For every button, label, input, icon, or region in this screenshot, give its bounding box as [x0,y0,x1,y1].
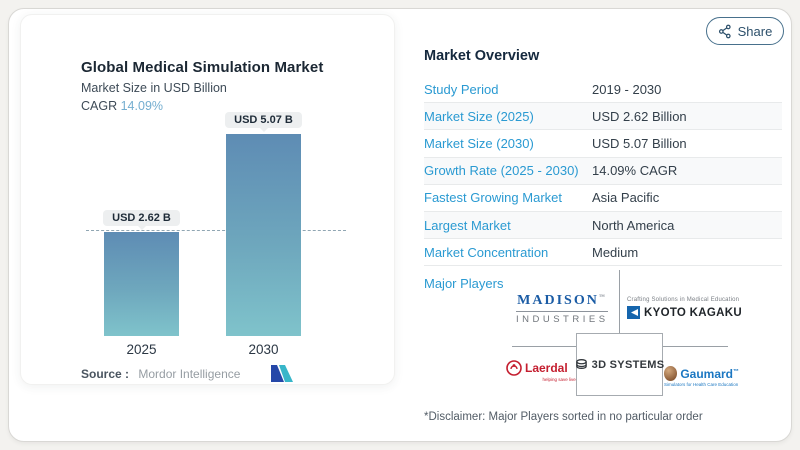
source-value: Mordor Intelligence [138,367,241,381]
chart-cagr: CAGR 14.09% [81,99,163,113]
cagr-value: 14.09% [120,99,164,113]
laerdal-wordmark: Laerdal [525,361,568,375]
row-label: Fastest Growing Market [424,190,562,206]
orgchart-center-box: 3D SYSTEMS [575,333,665,396]
gaumard-wordmark: Gaumard™ [680,366,739,381]
table-row: Market Size (2030) USD 5.07 Billion [424,130,782,158]
logo-laerdal: Laerdal helping save lives [506,360,578,382]
table-row: Fastest Growing Market Asia Pacific [424,185,782,212]
row-value: Medium [592,244,639,260]
table-row: Largest Market North America [424,211,782,240]
logo-madison-industries: MADISON™ INDUSTRIES [516,293,608,325]
kyoto-kagaku-icon [627,306,640,319]
logo-gaumard: Gaumard™ Simulators for Health Care Educ… [664,366,739,387]
3d-systems-icon [575,359,587,370]
laerdal-tagline: helping save lives [542,377,578,382]
row-value: North America [592,217,675,233]
logo-kyoto-kagaku: Crafting Solutions in Medical Education … [627,297,747,319]
row-value: USD 5.07 Billion [592,135,687,151]
kyoto-wordmark: KYOTO KAGAKU [644,306,742,319]
logo-3d-systems: 3D SYSTEMS [575,358,665,371]
bar-value-bubble: USD 5.07 B [225,112,302,132]
row-value: 14.09% CAGR [592,163,678,179]
row-value: USD 2.62 Billion [592,108,687,124]
laerdal-icon [506,360,522,376]
row-value: 2019 - 2030 [592,81,662,97]
orgchart-right-branch-line [663,346,728,347]
table-row: Market Size (2025) USD 2.62 Billion [424,103,782,131]
bar-rect-2025 [104,232,179,336]
source-row: Source : Mordor Intelligence [81,367,240,381]
bar-value-bubble: USD 2.62 B [103,210,180,230]
major-players-label: Major Players [424,276,504,291]
share-label: Share [737,23,773,39]
chart-title: Global Medical Simulation Market [81,59,324,76]
orgchart-stem-line [619,270,620,333]
overview-table: Study Period 2019 - 2030 Market Size (20… [424,76,782,267]
3d-systems-wordmark: 3D SYSTEMS [591,358,665,371]
mordor-intelligence-logo-icon [271,365,293,382]
row-value: Asia Pacific [592,190,660,206]
row-label: Growth Rate (2025 - 2030) [424,163,579,179]
chart-panel: Global Medical Simulation Market Market … [20,14,395,385]
table-row: Market Concentration Medium [424,239,782,267]
overview-title: Market Overview [424,48,540,64]
gaumard-tagline: Simulators for Health Care Education [664,382,739,387]
madison-wordmark: MADISON™ [516,293,608,312]
row-label: Largest Market [424,217,511,233]
row-label: Market Size (2030) [424,135,534,151]
kyoto-tagline: Crafting Solutions in Medical Education [627,297,740,303]
row-label: Market Size (2025) [424,108,534,124]
reference-dashed-line [86,230,346,231]
orgchart-left-branch-line [512,346,576,347]
share-button[interactable]: Share [706,17,784,45]
row-label: Study Period [424,81,499,97]
bar-2025: USD 2.62 B [103,210,180,336]
table-row: Study Period 2019 - 2030 [424,76,782,104]
bar-2030: USD 5.07 B [225,112,302,336]
madison-industries-text: INDUSTRIES [516,314,609,325]
row-label: Market Concentration [424,244,549,260]
share-icon [718,24,731,38]
cagr-label: CAGR [81,99,118,113]
bar-rect-2030 [226,134,301,336]
table-row: Growth Rate (2025 - 2030) 14.09% CAGR [424,157,782,185]
x-axis-label-2030: 2030 [248,342,279,357]
chart-subtitle: Market Size in USD Billion [81,81,227,95]
bar-chart: USD 2.62 B USD 5.07 B 2025 2030 [21,15,396,386]
x-axis-label-2025: 2025 [126,342,157,357]
gaumard-icon [664,366,678,381]
source-label: Source : [81,367,130,381]
disclaimer-text: *Disclaimer: Major Players sorted in no … [424,411,703,423]
